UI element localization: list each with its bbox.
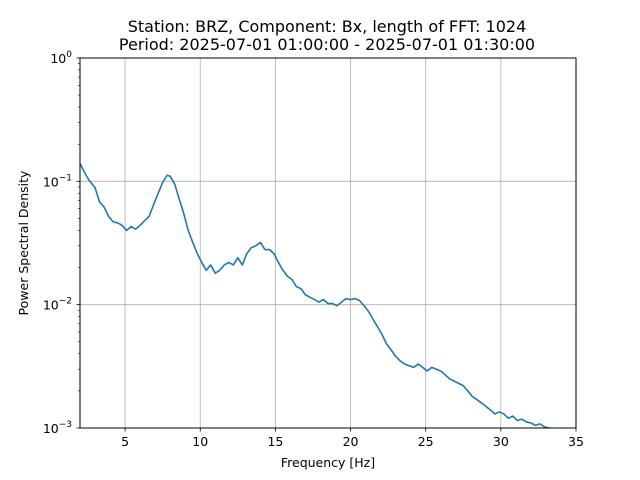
y-tick-label: 10−3 xyxy=(43,420,72,436)
x-tick-label: 20 xyxy=(343,434,359,449)
plot-frame xyxy=(79,57,577,429)
x-tick-label: 10 xyxy=(192,434,208,449)
chart-title-line2: Period: 2025-07-01 01:00:00 - 2025-07-01… xyxy=(119,35,535,54)
axis-ticks: 5 10 15 20 25 30 35 10−3 10−2 10−1 100 xyxy=(43,50,584,449)
y-tick-label: 10−2 xyxy=(43,297,72,313)
series-group xyxy=(79,162,550,429)
x-tick-label: 30 xyxy=(493,434,509,449)
series-line-0 xyxy=(79,162,550,429)
x-tick-label: 5 xyxy=(121,434,129,449)
chart-title-line1: Station: BRZ, Component: Bx, length of F… xyxy=(128,17,527,36)
x-axis-label: Frequency [Hz] xyxy=(281,455,375,470)
x-tick-label: 15 xyxy=(267,434,283,449)
y-axis-label: Power Spectral Density xyxy=(16,170,31,315)
x-tick-label: 35 xyxy=(568,434,584,449)
y-tick-label: 100 xyxy=(50,50,72,66)
x-tick-label: 25 xyxy=(418,434,434,449)
y-tick-label: 10−1 xyxy=(43,173,72,189)
